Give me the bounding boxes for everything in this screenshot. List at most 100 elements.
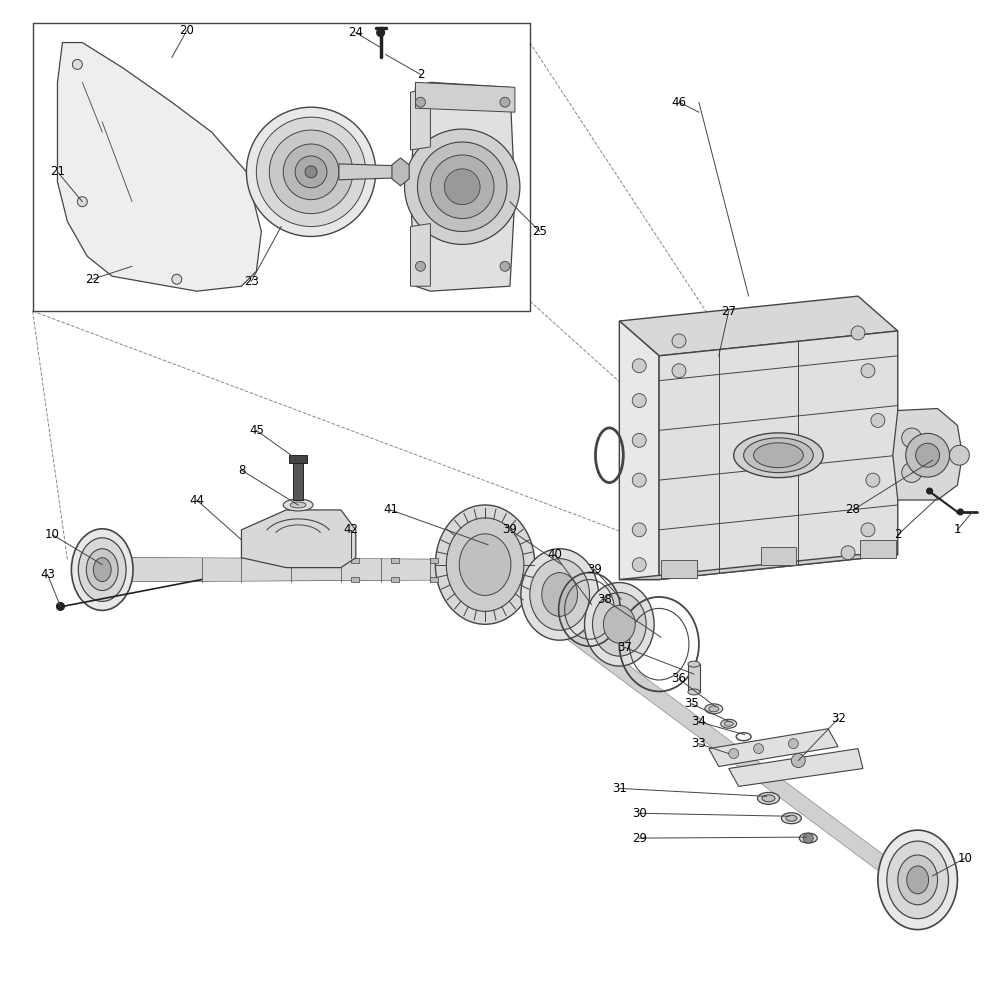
- Polygon shape: [709, 729, 838, 767]
- Polygon shape: [411, 82, 515, 291]
- Ellipse shape: [603, 605, 635, 643]
- Text: 27: 27: [721, 305, 736, 318]
- Circle shape: [791, 754, 805, 768]
- Ellipse shape: [898, 855, 938, 905]
- Circle shape: [672, 334, 686, 348]
- Circle shape: [256, 117, 366, 227]
- Text: 21: 21: [50, 165, 65, 178]
- Text: 32: 32: [831, 712, 846, 725]
- Ellipse shape: [734, 433, 823, 478]
- Ellipse shape: [78, 538, 126, 601]
- Polygon shape: [893, 409, 962, 500]
- Ellipse shape: [93, 558, 111, 582]
- Polygon shape: [293, 460, 303, 500]
- Text: 46: 46: [672, 96, 687, 109]
- Text: 25: 25: [532, 225, 547, 238]
- Text: 29: 29: [632, 832, 647, 845]
- Circle shape: [927, 488, 933, 494]
- Ellipse shape: [907, 866, 929, 894]
- Circle shape: [871, 413, 885, 427]
- Circle shape: [172, 274, 182, 284]
- Circle shape: [906, 433, 949, 477]
- Ellipse shape: [709, 706, 719, 712]
- Text: 37: 37: [617, 641, 632, 654]
- Polygon shape: [120, 558, 480, 582]
- Polygon shape: [729, 749, 863, 786]
- Circle shape: [430, 155, 494, 219]
- Text: 38: 38: [597, 593, 612, 606]
- Circle shape: [803, 833, 813, 843]
- Polygon shape: [860, 540, 896, 558]
- Polygon shape: [289, 455, 307, 463]
- Polygon shape: [619, 555, 898, 580]
- Ellipse shape: [283, 499, 313, 511]
- Ellipse shape: [878, 830, 957, 930]
- Polygon shape: [430, 558, 438, 563]
- Ellipse shape: [721, 719, 737, 728]
- Polygon shape: [411, 224, 430, 286]
- Ellipse shape: [86, 549, 118, 590]
- Text: 45: 45: [249, 424, 264, 437]
- Ellipse shape: [542, 573, 578, 616]
- Text: 2: 2: [894, 528, 902, 541]
- Polygon shape: [619, 321, 659, 580]
- Circle shape: [851, 326, 865, 340]
- Polygon shape: [659, 331, 898, 580]
- Text: 22: 22: [85, 273, 100, 286]
- Text: 24: 24: [348, 26, 363, 39]
- Ellipse shape: [459, 534, 511, 595]
- Text: 23: 23: [244, 275, 259, 288]
- Text: 28: 28: [846, 503, 860, 516]
- Ellipse shape: [754, 443, 803, 468]
- Text: 35: 35: [685, 697, 699, 710]
- Text: 10: 10: [958, 852, 973, 864]
- Ellipse shape: [724, 721, 733, 726]
- Polygon shape: [339, 164, 401, 180]
- Ellipse shape: [446, 518, 524, 611]
- Text: 20: 20: [179, 24, 194, 37]
- Ellipse shape: [290, 502, 306, 508]
- Text: 44: 44: [189, 493, 204, 506]
- Text: 39: 39: [503, 523, 517, 536]
- Circle shape: [754, 744, 764, 754]
- Text: 42: 42: [343, 523, 358, 536]
- Circle shape: [788, 739, 798, 749]
- Polygon shape: [391, 558, 399, 563]
- Text: 10: 10: [45, 528, 60, 541]
- Text: 31: 31: [612, 782, 627, 795]
- Ellipse shape: [786, 815, 797, 821]
- Circle shape: [729, 749, 739, 759]
- Polygon shape: [351, 577, 359, 582]
- Ellipse shape: [435, 505, 535, 624]
- Circle shape: [632, 558, 646, 572]
- Ellipse shape: [799, 833, 817, 843]
- Circle shape: [305, 166, 317, 178]
- Ellipse shape: [688, 661, 700, 667]
- Text: 43: 43: [40, 568, 55, 581]
- Text: 8: 8: [238, 464, 245, 477]
- Text: 33: 33: [692, 737, 706, 750]
- Circle shape: [77, 197, 87, 207]
- Circle shape: [841, 546, 855, 560]
- Ellipse shape: [530, 559, 590, 630]
- Polygon shape: [351, 558, 359, 563]
- Text: 40: 40: [547, 548, 562, 561]
- Circle shape: [632, 359, 646, 373]
- Circle shape: [56, 602, 64, 610]
- Ellipse shape: [744, 438, 813, 473]
- Text: 2: 2: [417, 68, 424, 81]
- Circle shape: [632, 473, 646, 487]
- Polygon shape: [688, 664, 700, 692]
- Circle shape: [246, 107, 376, 236]
- Ellipse shape: [762, 795, 775, 802]
- Ellipse shape: [781, 813, 801, 824]
- Ellipse shape: [585, 583, 654, 666]
- Circle shape: [632, 394, 646, 408]
- Ellipse shape: [887, 841, 948, 919]
- Ellipse shape: [688, 689, 700, 695]
- Text: 41: 41: [383, 503, 398, 516]
- Ellipse shape: [705, 704, 723, 714]
- Circle shape: [902, 428, 922, 448]
- Ellipse shape: [758, 792, 779, 804]
- Circle shape: [415, 97, 425, 107]
